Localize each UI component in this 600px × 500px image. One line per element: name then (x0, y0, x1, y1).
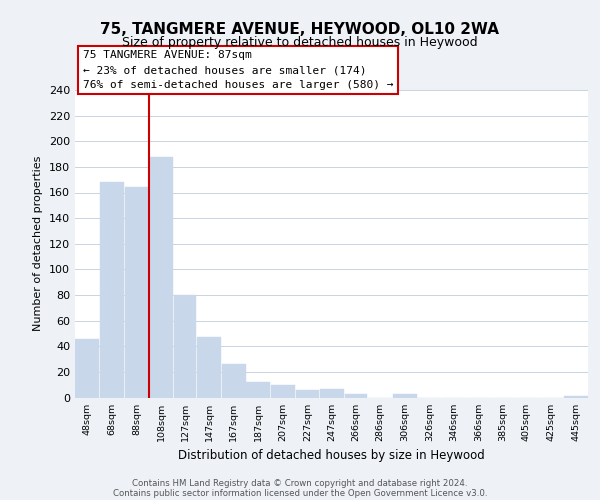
Bar (125, 188, 148, 398)
Bar (271, 384, 295, 398)
Bar (247, 382, 270, 398)
Y-axis label: Number of detached properties: Number of detached properties (34, 156, 43, 332)
Text: 75, TANGMERE AVENUE, HEYWOOD, OL10 2WA: 75, TANGMERE AVENUE, HEYWOOD, OL10 2WA (101, 22, 499, 38)
Bar (320, 388, 344, 398)
Bar (345, 394, 367, 398)
Bar (296, 390, 319, 398)
Bar (149, 156, 173, 398)
Text: Size of property relative to detached houses in Heywood: Size of property relative to detached ho… (122, 36, 478, 49)
Text: 75 TANGMERE AVENUE: 87sqm
← 23% of detached houses are smaller (174)
76% of semi: 75 TANGMERE AVENUE: 87sqm ← 23% of detac… (83, 50, 393, 90)
Bar (100, 182, 124, 398)
Text: Contains HM Land Registry data © Crown copyright and database right 2024.: Contains HM Land Registry data © Crown c… (132, 478, 468, 488)
Bar (222, 364, 245, 398)
X-axis label: Distribution of detached houses by size in Heywood: Distribution of detached houses by size … (178, 449, 485, 462)
Bar (564, 396, 587, 398)
Text: Contains public sector information licensed under the Open Government Licence v3: Contains public sector information licen… (113, 488, 487, 498)
Bar (174, 295, 196, 398)
Bar (76, 338, 99, 398)
Bar (197, 338, 221, 398)
Bar (393, 394, 416, 398)
